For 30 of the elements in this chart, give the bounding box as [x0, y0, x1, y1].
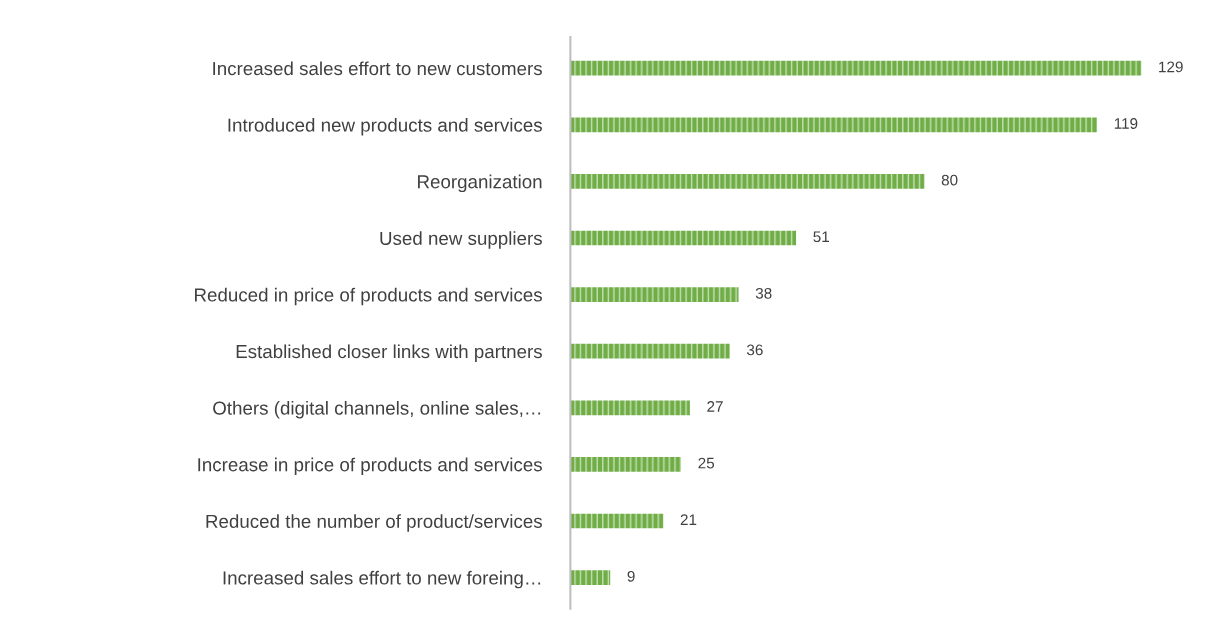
data-label: 51: [813, 231, 830, 243]
y-tick-label: Reduced the number of product/services: [206, 514, 542, 532]
data-label: 38: [755, 287, 772, 299]
bar: [570, 60, 1142, 76]
data-label: 25: [698, 457, 715, 469]
bar: [570, 513, 664, 529]
bar: [570, 400, 690, 416]
bar: [570, 230, 797, 246]
y-tick-label: Increased sales effort to new foreing…: [223, 570, 541, 589]
bar: [570, 287, 739, 302]
data-label: 21: [680, 514, 697, 525]
bar: [570, 570, 611, 585]
y-tick-label: Established closer links with partners: [236, 344, 542, 362]
data-label: 27: [707, 401, 723, 412]
bar: [570, 174, 925, 189]
bar: [570, 457, 682, 472]
data-label: 129: [1159, 61, 1183, 73]
bar: [570, 343, 730, 359]
y-tick-label: Increased sales effort to new customers: [213, 61, 542, 76]
data-label: 80: [941, 174, 958, 186]
y-tick-label: Others (digital channels, online sales,…: [213, 401, 541, 419]
y-tick-label: Reorganization: [418, 174, 542, 193]
data-label: 9: [627, 570, 635, 582]
bar: [570, 117, 1098, 133]
y-tick-label: Reduced in price of products and services: [195, 287, 542, 306]
y-tick-label: Increase in price of products and services: [198, 457, 542, 476]
y-tick-label: Used new suppliers: [380, 231, 542, 249]
y-tick-label: Introduced new products and services: [228, 118, 542, 136]
data-label: 119: [1114, 118, 1138, 129]
data-label: 36: [746, 344, 763, 356]
